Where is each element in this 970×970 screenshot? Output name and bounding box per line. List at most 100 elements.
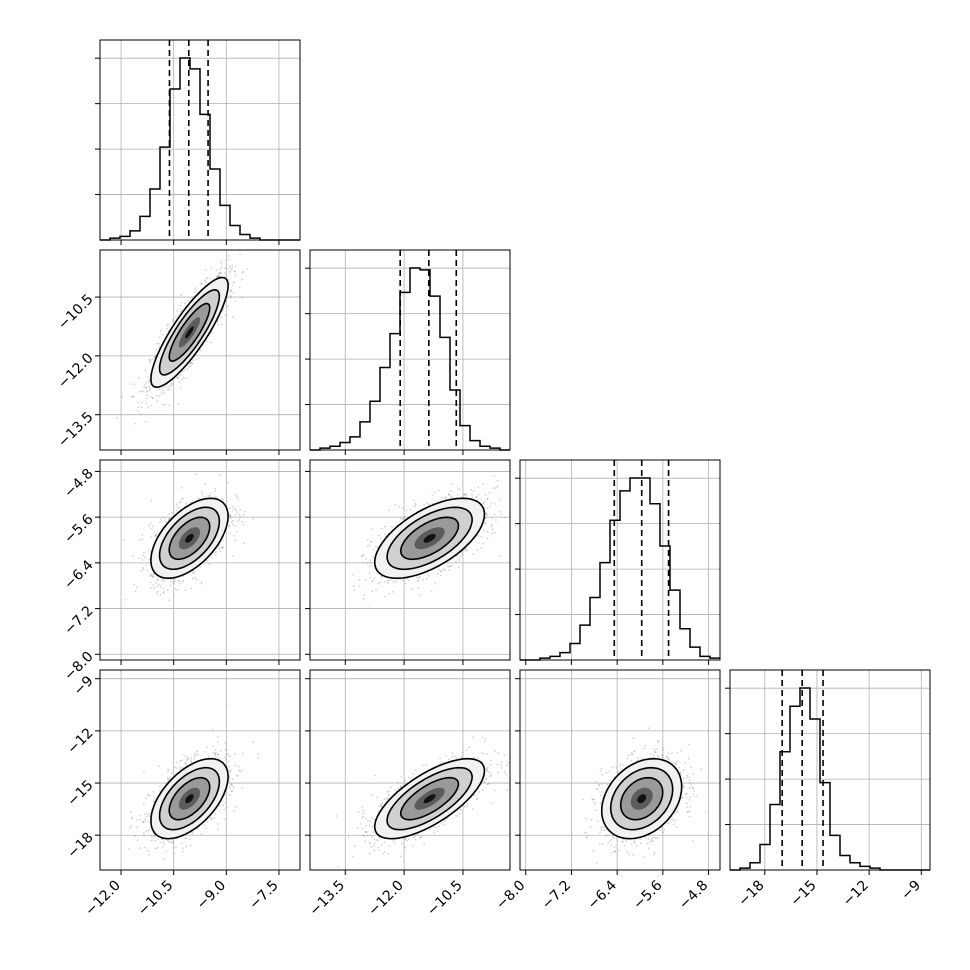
sample-point bbox=[163, 579, 165, 582]
sample-point bbox=[140, 570, 142, 572]
sample-point bbox=[214, 495, 217, 498]
sample-point bbox=[230, 295, 232, 297]
sample-point bbox=[171, 511, 174, 514]
sample-point bbox=[177, 402, 180, 405]
sample-point bbox=[231, 316, 234, 318]
sample-point bbox=[203, 824, 206, 826]
sample-point bbox=[176, 376, 179, 379]
sample-point bbox=[485, 516, 488, 519]
sample-point bbox=[179, 374, 182, 377]
sample-point bbox=[220, 316, 223, 319]
sample-point bbox=[193, 291, 196, 294]
sample-point bbox=[156, 400, 159, 402]
sample-point bbox=[142, 568, 145, 571]
sample-point bbox=[484, 522, 487, 524]
sample-point bbox=[162, 587, 165, 590]
sample-point bbox=[234, 270, 236, 273]
sample-point bbox=[489, 504, 492, 507]
sample-point bbox=[216, 320, 219, 323]
sample-point bbox=[149, 574, 152, 577]
sample-point bbox=[431, 502, 434, 505]
sample-point bbox=[155, 534, 158, 537]
y-tick-label: −4.8 bbox=[61, 466, 96, 501]
sample-point bbox=[482, 483, 485, 486]
sample-point bbox=[149, 360, 152, 363]
contour-line bbox=[399, 516, 460, 561]
sample-point bbox=[210, 277, 212, 280]
sample-point bbox=[159, 586, 162, 589]
sample-point bbox=[408, 579, 410, 581]
sample-point bbox=[228, 278, 230, 281]
sample-point bbox=[164, 403, 166, 406]
sample-point bbox=[227, 305, 229, 307]
sample-point bbox=[371, 580, 374, 583]
y-tick-label: −10.5 bbox=[55, 291, 97, 333]
sample-point bbox=[486, 498, 489, 501]
sample-point bbox=[249, 246, 251, 248]
sample-point bbox=[168, 388, 171, 391]
sample-point bbox=[221, 497, 223, 500]
sample-point bbox=[222, 539, 225, 541]
sample-point bbox=[368, 544, 371, 547]
sample-point bbox=[491, 532, 494, 535]
sample-point bbox=[218, 272, 220, 274]
sample-point bbox=[214, 553, 217, 556]
sample-point bbox=[168, 518, 171, 520]
sample-point bbox=[245, 268, 248, 270]
sample-point bbox=[486, 497, 489, 500]
y-tick-label: −12 bbox=[64, 725, 96, 757]
sample-point bbox=[146, 569, 149, 572]
sample-point bbox=[160, 392, 163, 395]
sample-point bbox=[491, 528, 494, 531]
panel-frame bbox=[99, 249, 301, 451]
sample-point bbox=[182, 579, 184, 582]
sample-point bbox=[384, 525, 387, 528]
sample-point bbox=[182, 766, 184, 769]
sample-point bbox=[451, 564, 453, 567]
sample-point bbox=[142, 390, 145, 393]
sample-point bbox=[162, 591, 165, 593]
sample-point bbox=[494, 502, 496, 505]
sample-point bbox=[446, 565, 448, 568]
sample-point bbox=[167, 778, 170, 781]
sample-point bbox=[193, 572, 196, 575]
sample-point bbox=[490, 525, 493, 528]
sample-point bbox=[455, 560, 457, 563]
sample-point bbox=[358, 578, 361, 581]
sample-point bbox=[139, 814, 142, 817]
sample-point bbox=[195, 473, 198, 476]
sample-point bbox=[423, 504, 426, 506]
sample-point bbox=[151, 358, 154, 361]
sample-point bbox=[439, 574, 442, 577]
sample-point bbox=[136, 826, 139, 829]
sample-point bbox=[418, 576, 420, 578]
sample-point bbox=[148, 794, 151, 797]
sample-point bbox=[238, 286, 241, 288]
x-tick-label: −7.5 bbox=[246, 878, 281, 913]
sample-point bbox=[377, 582, 380, 585]
sample-point bbox=[177, 377, 179, 380]
sample-point bbox=[169, 776, 172, 779]
histogram-3 bbox=[730, 687, 930, 871]
sample-point bbox=[156, 585, 159, 588]
sample-point bbox=[477, 541, 480, 544]
sample-point bbox=[155, 348, 158, 351]
sample-point bbox=[202, 495, 204, 497]
sample-point bbox=[380, 576, 383, 579]
sample-point bbox=[386, 582, 389, 585]
sample-point bbox=[131, 554, 134, 557]
sample-point bbox=[138, 557, 140, 560]
sample-point bbox=[405, 509, 408, 512]
sample-point bbox=[141, 401, 144, 404]
sample-point bbox=[198, 497, 201, 500]
sample-point bbox=[217, 323, 220, 326]
sample-point bbox=[207, 495, 210, 497]
sample-point bbox=[144, 421, 147, 423]
sample-point bbox=[155, 533, 158, 536]
sample-point bbox=[210, 267, 213, 270]
sample-point bbox=[222, 546, 224, 549]
density-0-3 bbox=[128, 705, 260, 861]
sample-point bbox=[148, 385, 151, 388]
y-tick-label: −12.0 bbox=[55, 350, 97, 392]
sample-point bbox=[159, 330, 162, 332]
